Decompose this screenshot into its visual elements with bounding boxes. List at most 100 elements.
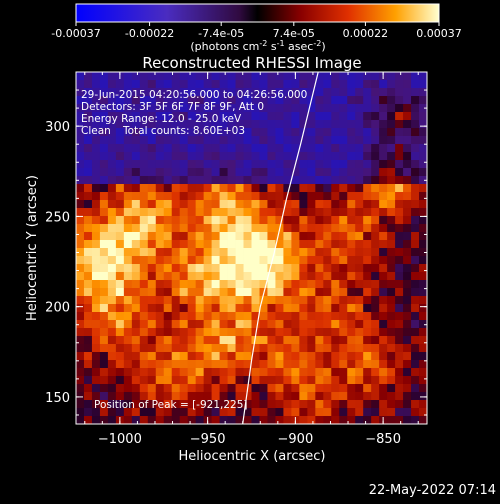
heatmap-cell (291, 304, 300, 313)
heatmap-cell (283, 216, 292, 225)
colorbar-ticks: -0.00037 -0.00022 -7.4e-05 7.4e-05 0.00022 0.… (51, 22, 462, 40)
heatmap-cell (299, 168, 308, 177)
heatmap-cell (235, 216, 244, 225)
heatmap-cell (107, 240, 117, 249)
heatmap-cell (187, 408, 197, 417)
heatmap-cell (299, 208, 308, 217)
heatmap-cell (155, 280, 165, 289)
heatmap-cell (171, 384, 181, 393)
heatmap-cell (211, 152, 220, 161)
heatmap-cell (155, 392, 165, 401)
heatmap-cell (403, 256, 412, 265)
heatmap-cell (403, 104, 412, 113)
heatmap-cell (123, 96, 133, 105)
heatmap-cell (139, 160, 149, 169)
heatmap-cell (211, 296, 220, 305)
heatmap-cell (371, 152, 380, 161)
heatmap-cell (291, 312, 300, 321)
heatmap-cell (235, 280, 244, 289)
heatmap-cell (299, 288, 308, 297)
heatmap-cell (355, 96, 364, 105)
heatmap-cell (387, 192, 396, 201)
heatmap-cell (163, 120, 173, 129)
heatmap-cell (331, 72, 340, 81)
heatmap-cell (211, 400, 220, 409)
heatmap-cell (275, 112, 284, 121)
heatmap-cell (363, 400, 372, 409)
heatmap-cell (299, 224, 308, 233)
heatmap-cell (99, 376, 109, 385)
heatmap-cell (115, 368, 125, 377)
heatmap-cell (355, 280, 364, 289)
heatmap-cell (131, 376, 141, 385)
heatmap-cell (227, 176, 236, 185)
heatmap-cell (171, 128, 181, 137)
heatmap-cell (219, 72, 228, 81)
heatmap-cell (163, 88, 173, 97)
heatmap-cell (339, 200, 348, 209)
heatmap-cell (339, 104, 348, 113)
heatmap-cell (283, 328, 292, 337)
heatmap-cell (91, 352, 101, 361)
heatmap-cell (299, 152, 308, 161)
heatmap-cell (123, 264, 133, 273)
heatmap-cell (371, 232, 380, 241)
heatmap-cell (395, 288, 404, 297)
heatmap-cell (363, 376, 372, 385)
heatmap-cell (187, 208, 197, 217)
heatmap-cell (147, 192, 157, 201)
heatmap-cell (179, 400, 189, 409)
heatmap-cell (315, 160, 324, 169)
heatmap-cell (347, 136, 356, 145)
heatmap-cell (403, 248, 412, 257)
heatmap-cell (419, 320, 427, 329)
heatmap-cell (419, 144, 427, 153)
heatmap-cell (155, 344, 165, 353)
heatmap-cell (131, 104, 141, 113)
heatmap-cell (339, 360, 348, 369)
heatmap-cell (259, 368, 268, 377)
heatmap-cell (403, 272, 412, 281)
heatmap-cell (123, 320, 133, 329)
heatmap-cell (123, 376, 133, 385)
heatmap-cell (283, 416, 292, 424)
heatmap-cell (307, 360, 316, 369)
heatmap-cell (267, 112, 276, 121)
heatmap-cell (379, 248, 388, 257)
heatmap-cell (243, 96, 252, 105)
heatmap-cell (387, 224, 396, 233)
heatmap-cell (83, 216, 93, 225)
heatmap-cell (115, 392, 125, 401)
heatmap-cell (403, 120, 412, 129)
heatmap-cell (131, 176, 141, 185)
heatmap-cell (139, 320, 149, 329)
heatmap-cell (267, 72, 276, 81)
heatmap-cell (83, 384, 93, 393)
heatmap-cell (323, 336, 332, 345)
heatmap-cell (315, 200, 324, 209)
heatmap-cell (235, 184, 244, 193)
heatmap-cell (83, 400, 93, 409)
heatmap-cell (315, 192, 324, 201)
heatmap-cell (347, 352, 356, 361)
heatmap-cell (347, 224, 356, 233)
heatmap-cell (211, 280, 220, 289)
heatmap-cell (251, 88, 260, 97)
heatmap-cell (347, 296, 356, 305)
heatmap-cell (291, 200, 300, 209)
heatmap-cell (275, 72, 284, 81)
heatmap-cell (411, 168, 420, 177)
heatmap-cell (243, 160, 252, 169)
heatmap-cell (251, 216, 260, 225)
heatmap-cell (275, 144, 284, 153)
heatmap-cell (107, 144, 117, 153)
heatmap-cell (76, 280, 85, 289)
heatmap-cell (323, 112, 332, 121)
heatmap-cell (243, 208, 252, 217)
heatmap-cell (403, 392, 412, 401)
heatmap-cell (347, 168, 356, 177)
heatmap-cell (411, 176, 420, 185)
heatmap-cell (243, 120, 252, 129)
heatmap-cell (267, 168, 276, 177)
heatmap-cell (83, 72, 93, 81)
